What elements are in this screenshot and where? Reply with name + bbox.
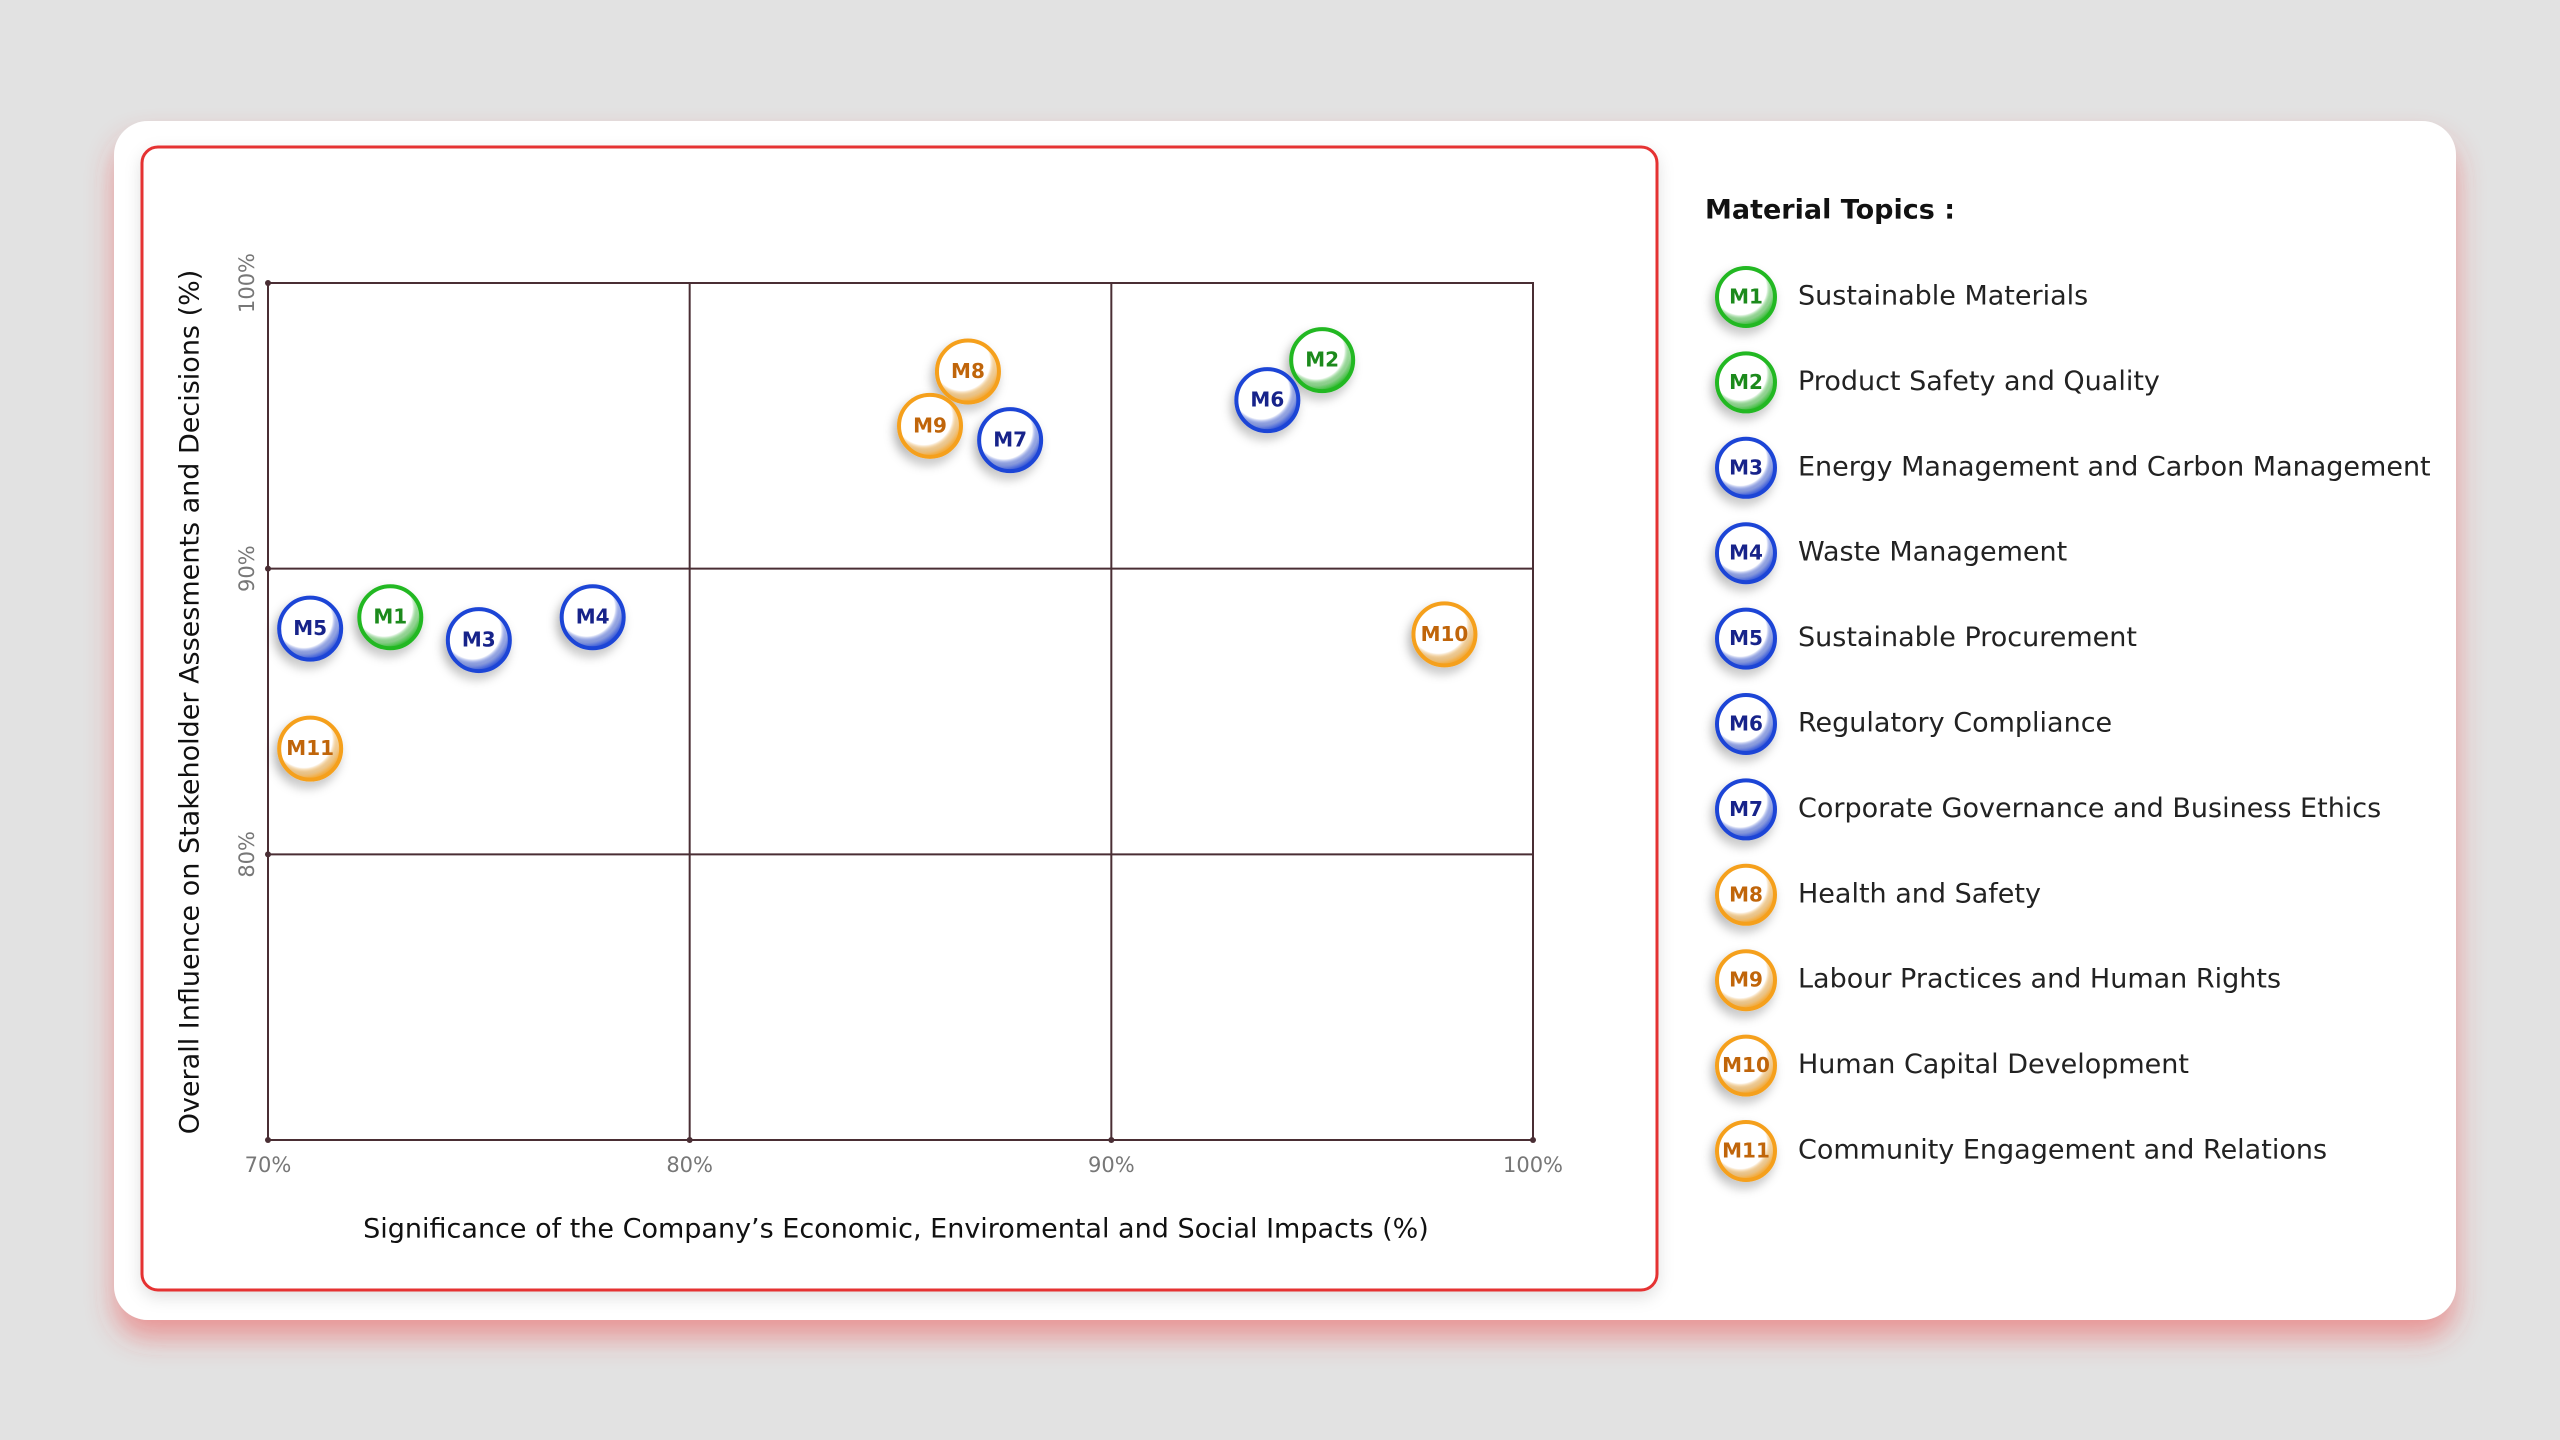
point-label: M3 (462, 628, 496, 652)
legend-title: Material Topics : (1705, 195, 1955, 226)
legend-marker-label: M7 (1729, 797, 1763, 821)
x-axis-label: Significance of the Company’s Economic, … (363, 1214, 1429, 1245)
legend-marker-label: M2 (1729, 370, 1763, 394)
legend-marker (1715, 778, 1777, 841)
point-label: M4 (576, 605, 610, 629)
point (559, 584, 626, 651)
point-label: M7 (993, 428, 1027, 452)
legend-text: Waste Management (1798, 537, 2067, 568)
x-tick-label: 80% (666, 1153, 713, 1177)
point-label: M1 (373, 605, 407, 629)
legend-marker-label: M6 (1729, 712, 1763, 736)
legend-marker-label: M3 (1729, 455, 1763, 479)
legend-marker-label: M5 (1729, 626, 1763, 650)
x-tick-label: 100% (1503, 1153, 1563, 1177)
point-label: M2 (1305, 348, 1339, 372)
legend-marker-label: M8 (1729, 882, 1763, 906)
point (445, 607, 512, 674)
legend-text: Community Engagement and Relations (1798, 1135, 2327, 1166)
point-label: M10 (1421, 622, 1469, 646)
legend-marker-label: M1 (1729, 285, 1763, 309)
x-tick-label: 70% (245, 1153, 292, 1177)
y-tick-label: 100% (235, 253, 259, 313)
y-tick-label: 90% (235, 545, 259, 592)
tick-mark (265, 1137, 271, 1143)
point (897, 392, 964, 459)
tick-mark (686, 1137, 693, 1143)
point (357, 584, 424, 651)
y-axis-label: Overall Influence on Stakeholder Assesme… (175, 270, 206, 1135)
point-label: M5 (293, 616, 327, 640)
point (1411, 601, 1478, 668)
point (1289, 327, 1356, 394)
legend-text: Health and Safety (1798, 878, 2041, 909)
legend-text: Sustainable Materials (1798, 281, 2088, 312)
chart-panel (140, 145, 1659, 1292)
y-tick-label: 80% (235, 831, 259, 878)
legend-marker-label: M4 (1729, 541, 1763, 565)
legend-marker (1715, 351, 1777, 414)
tick-mark (265, 280, 271, 286)
point (277, 715, 344, 782)
point (1234, 367, 1301, 434)
legend-marker-label: M11 (1722, 1139, 1770, 1163)
point-label: M8 (951, 359, 985, 383)
tick-mark (265, 565, 271, 572)
legend-text: Human Capital Development (1798, 1049, 2189, 1080)
legend-marker-label: M9 (1729, 968, 1763, 992)
legend-marker (1715, 1120, 1777, 1182)
point-label: M11 (286, 736, 334, 760)
legend-text: Corporate Governance and Business Ethics (1798, 793, 2381, 824)
legend-marker (1715, 949, 1777, 1012)
point (277, 595, 344, 662)
legend-marker-label: M10 (1722, 1053, 1770, 1077)
legend-marker (1715, 863, 1777, 926)
tick-mark (1530, 1137, 1536, 1143)
tick-mark (265, 851, 271, 858)
legend-text: Sustainable Procurement (1798, 622, 2137, 653)
legend-marker (1715, 693, 1777, 755)
legend-text: Labour Practices and Human Rights (1798, 964, 2281, 995)
point (977, 407, 1044, 474)
legend-marker (1715, 522, 1777, 585)
legend-marker (1715, 607, 1777, 670)
legend-text: Energy Management and Carbon Management (1798, 451, 2431, 482)
legend-text: Product Safety and Quality (1798, 366, 2160, 397)
x-tick-label: 90% (1088, 1153, 1135, 1177)
tick-mark (1108, 1137, 1115, 1143)
legend-marker (1715, 266, 1777, 328)
legend-marker (1715, 1034, 1777, 1097)
point-label: M6 (1250, 388, 1284, 412)
legend-text: Regulatory Compliance (1798, 708, 2112, 739)
point (934, 338, 1001, 405)
legend-marker (1715, 436, 1777, 499)
point-label: M9 (913, 413, 947, 437)
